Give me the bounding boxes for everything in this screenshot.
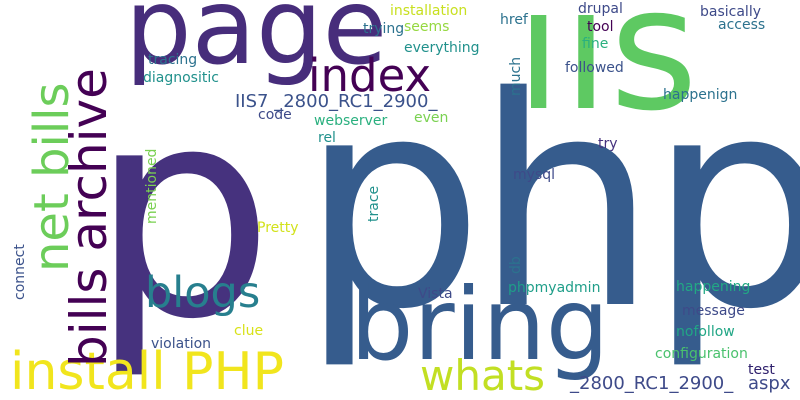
word-even: even xyxy=(414,110,449,126)
word-code: code xyxy=(258,107,292,123)
word-diagnositic: diagnositic xyxy=(143,70,219,86)
word-rel: rel xyxy=(318,130,336,146)
word-trying: trying xyxy=(363,21,405,37)
word-everything: everything xyxy=(404,40,480,56)
word-pretty: Pretty xyxy=(257,220,299,236)
word-aspx: aspx xyxy=(748,373,791,394)
word-installation: installation xyxy=(390,3,468,19)
word-try: try xyxy=(598,136,618,152)
word-page: page xyxy=(125,0,388,88)
word-phpmyadmin: phpmyadmin xyxy=(508,280,601,296)
word-tracing: tracing xyxy=(148,52,198,68)
word-install-php: install PHP xyxy=(10,342,284,400)
word-message: message xyxy=(682,303,745,319)
word-blogs: blogs xyxy=(145,268,261,318)
word-mentioned: mentioned xyxy=(144,148,160,224)
word-violation: violation xyxy=(151,336,212,352)
word-webserver: webserver xyxy=(314,113,388,129)
word-p: p xyxy=(90,46,275,383)
word-clue: clue xyxy=(234,323,264,339)
word-seems: seems xyxy=(404,19,450,35)
word-db: db xyxy=(508,256,524,274)
word-test: test xyxy=(748,362,775,378)
word-connect: connect xyxy=(12,244,28,300)
word-drupal: drupal xyxy=(578,1,623,17)
word-iis7-2800-rc1-2900: IIS7 _2800_RC1_2900_ xyxy=(235,91,438,112)
word-mysql: mysql xyxy=(513,167,555,183)
word-followed: followed xyxy=(565,60,624,76)
word-happenign: happenign xyxy=(663,87,738,103)
word-php: php xyxy=(300,36,800,373)
word-bring: bring xyxy=(350,266,610,383)
word-trace: trace xyxy=(366,185,382,222)
word-much: much xyxy=(508,56,524,96)
word-nofollow: nofollow xyxy=(676,324,735,340)
word-basically: basically xyxy=(700,4,761,20)
word-net-bills: net bills xyxy=(24,82,80,272)
word-configuration: configuration xyxy=(655,346,748,362)
word-index: index xyxy=(308,49,432,102)
word-href: href xyxy=(500,12,528,28)
word-whats: whats xyxy=(420,351,546,400)
word-vista: Vista xyxy=(418,286,453,302)
word-tool: tool xyxy=(587,19,614,35)
word-iis: iis xyxy=(515,0,699,149)
word-access: access xyxy=(718,17,766,33)
word-happening: happening xyxy=(676,279,751,295)
word-2800-rc1-2900: _2800_RC1_2900_ xyxy=(570,373,734,394)
word-fine: fine xyxy=(582,36,609,52)
